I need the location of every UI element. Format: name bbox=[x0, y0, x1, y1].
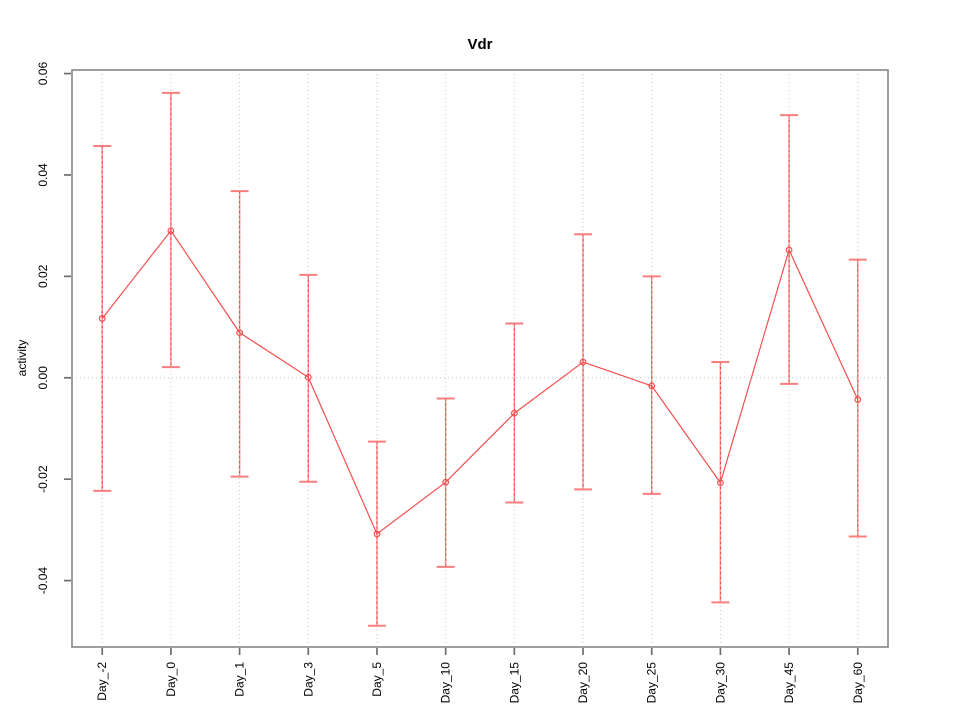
data-point-marker bbox=[579, 358, 587, 366]
data-point-marker bbox=[167, 227, 175, 235]
x-tick-label: Day_60 bbox=[851, 662, 865, 704]
x-tick-label: Day_1 bbox=[233, 662, 247, 697]
x-tick-label: Day_10 bbox=[439, 662, 453, 704]
y-tick-label: 0.02 bbox=[36, 264, 50, 288]
data-point-marker bbox=[785, 246, 793, 254]
y-tick-label: 0.06 bbox=[36, 62, 50, 86]
chart-title: Vdr bbox=[467, 36, 493, 53]
x-tick-label: Day_15 bbox=[507, 662, 521, 704]
data-point-marker bbox=[373, 530, 381, 538]
data-point-marker bbox=[236, 329, 243, 337]
y-tick-label: -0.04 bbox=[36, 567, 50, 595]
data-point-marker bbox=[510, 409, 518, 417]
x-tick-label: Day_20 bbox=[576, 662, 590, 704]
data-point-marker bbox=[442, 478, 450, 486]
series-line bbox=[101, 229, 859, 535]
data-point-marker bbox=[98, 315, 106, 322]
data-point-marker bbox=[717, 479, 724, 487]
y-tick-label: -0.02 bbox=[36, 465, 50, 493]
x-tick-label: Day_3 bbox=[301, 662, 315, 697]
x-tick-label: Day_5 bbox=[370, 662, 384, 697]
data-point-marker bbox=[648, 382, 656, 390]
x-tick-label: Day_30 bbox=[713, 662, 727, 704]
data-point-marker bbox=[854, 396, 862, 403]
plot-box bbox=[71, 69, 889, 648]
x-tick-label: Day_-2 bbox=[95, 662, 109, 701]
data-point-marker bbox=[304, 373, 312, 381]
y-tick-label: 0.00 bbox=[36, 366, 50, 390]
x-tick-label: Day_0 bbox=[164, 662, 178, 697]
y-tick-label: 0.04 bbox=[36, 163, 50, 187]
x-tick-label: Day_25 bbox=[645, 662, 659, 704]
x-tick-label: Day_45 bbox=[782, 662, 796, 704]
